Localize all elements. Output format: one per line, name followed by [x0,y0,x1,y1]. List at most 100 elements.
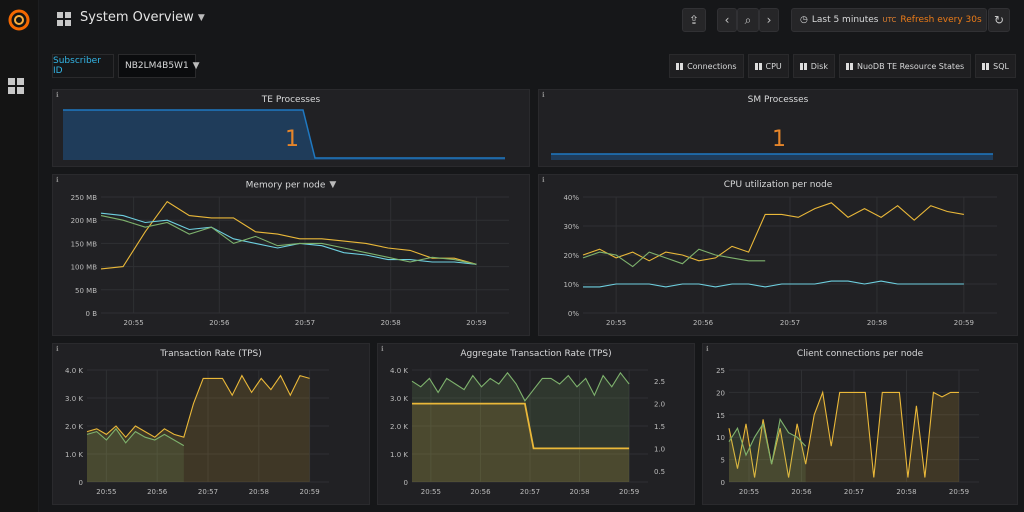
x-tick-label: 20:55 [739,488,759,496]
y-tick-label: 4.0 K [390,367,408,375]
series-area [412,403,630,482]
stat-value: 1 [772,127,786,152]
x-tick-label: 20:55 [421,488,441,496]
y-tick-label: 250 MB [71,194,98,202]
panel-title[interactable]: Aggregate Transaction Rate (TPS) [460,349,612,359]
panel-client-connections: ℹ Client connections per node 0 5 10 15 20 25… [702,343,1018,505]
series-area [412,372,630,482]
link-te-resource-states[interactable]: NuoDB TE Resource States [838,54,972,78]
x-tick-label: 20:57 [198,488,218,496]
link-cpu[interactable]: CPU [747,54,789,78]
y-tick-label: 2.0 K [65,423,83,431]
sm-sparkline: 1 [551,127,993,160]
sidebar [0,0,39,512]
x-tick-label: 20:55 [606,319,626,327]
memory-chart: 0 B 50 MB 100 MB 150 MB 200 MB 250 MB 20:55 20:… [71,194,509,327]
link-sql[interactable]: SQL [975,54,1016,78]
panel-tps: ℹ Transaction Rate (TPS) 0 1.0 K 2.0 K 3.0 … [52,343,370,505]
y2-tick-label: 2.5 [654,378,665,386]
y-tick-label: 0 [79,479,83,487]
link-connections[interactable]: Connections [669,54,744,78]
series-area [729,419,806,482]
panel-cpu: ℹ CPU utilization per node 0% 10% 20% 30% 40… [538,174,1018,336]
y-tick-label: 100 MB [71,264,98,272]
time-back-button[interactable]: ‹ [717,8,737,32]
x-tick-label: 20:58 [896,488,916,496]
series-line [100,215,477,265]
refresh-button[interactable]: ↻ [988,8,1010,32]
dashboard-icon [982,62,990,70]
time-forward-button[interactable]: › [759,8,779,32]
sparkline-area [63,110,505,160]
panel-title[interactable]: CPU utilization per node [723,180,833,190]
time-picker[interactable]: ◷ Last 5 minutes UTC Refresh every 30s [791,8,987,32]
zoom-out-button[interactable]: ⌕ [737,8,759,32]
y2-tick-label: 0.5 [654,468,665,476]
y-tick-label: 30% [563,223,579,231]
link-label: Connections [687,61,737,71]
y-tick-label: 150 MB [71,240,98,248]
dashboard-grid-icon [57,12,71,26]
share-button[interactable]: ⇪ [682,8,706,32]
y-tick-label: 1.0 K [390,451,408,459]
y-tick-label: 20% [563,252,579,260]
panel-title[interactable]: SM Processes [747,95,809,105]
x-tick-label: 20:56 [470,488,491,496]
link-label: CPU [765,61,782,71]
dashboard-title[interactable]: System Overview ▼ [80,10,205,25]
info-icon[interactable]: ℹ [56,176,59,184]
info-icon[interactable]: ℹ [56,345,59,353]
info-icon[interactable]: ℹ [542,91,545,99]
x-tick-label: 20:55 [124,319,144,327]
y-tick-label: 200 MB [71,217,98,225]
series-line [583,280,964,288]
refresh-icon: ↻ [993,13,1005,27]
info-icon[interactable]: ℹ [381,345,384,353]
series-line [86,427,185,447]
panel-sm-processes: ℹ SM Processes 1 [538,89,1018,167]
dashboard-title-text: System Overview [80,10,194,25]
subscriber-id-select[interactable]: NB2LM4B5W1 ▼ [118,54,200,78]
chevron-down-icon: ▼ [192,61,200,71]
dashboard-links: Connections CPU Disk NuoDB TE Resource S… [669,54,1016,78]
panel-title[interactable]: Memory per node ▼ [53,180,529,191]
x-tick-label: 20:59 [954,319,974,327]
share-icon: ⇪ [688,13,700,27]
info-icon[interactable]: ℹ [56,91,59,99]
chevron-down-icon: ▼ [329,180,337,190]
dashboards-icon[interactable] [8,78,24,94]
y-tick-label: 40% [563,194,579,202]
series-line [100,200,477,270]
series-line [100,212,477,265]
y-tick-label: 4.0 K [65,367,83,375]
x-tick-label: 20:57 [844,488,864,496]
subscriber-id-value: NB2LM4B5W1 [125,61,189,71]
x-tick-label: 20:56 [147,488,168,496]
grafana-logo-icon[interactable] [7,8,31,32]
time-range-label: Last 5 minutes [811,15,879,25]
chevron-right-icon: › [766,13,772,27]
panel-memory: ℹ Memory per node ▼ 0 B 50 MB 100 MB 150 MB 2… [52,174,530,336]
y-tick-label: 0 B [86,310,98,318]
y-tick-label: 3.0 K [65,395,83,403]
series-line [582,248,766,268]
dashboard-icon [676,62,684,70]
panel-aggregate-tps: ℹ Aggregate Transaction Rate (TPS) 0 1.0 … [377,343,695,505]
y2-tick-label: 1.5 [654,423,665,431]
series-area [87,375,310,482]
link-label: Disk [810,61,828,71]
info-icon[interactable]: ℹ [542,176,545,184]
x-tick-label: 20:58 [569,488,589,496]
dashboard-icon [799,62,807,70]
panel-title[interactable]: Transaction Rate (TPS) [160,349,262,359]
y-tick-label: 2.0 K [390,423,408,431]
client-connections-chart: 0 5 10 15 20 25 20:55 20:56 20:57 20:58 20:59 [716,367,979,496]
panel-title[interactable]: Client connections per node [796,349,924,359]
panel-te-processes: ℹ TE Processes 1 [52,89,530,167]
x-tick-label: 20:57 [520,488,540,496]
panel-title[interactable]: TE Processes [261,95,321,105]
link-disk[interactable]: Disk [792,54,835,78]
x-tick-label: 20:56 [791,488,812,496]
info-icon[interactable]: ℹ [706,345,709,353]
y-tick-label: 50 MB [75,287,97,295]
